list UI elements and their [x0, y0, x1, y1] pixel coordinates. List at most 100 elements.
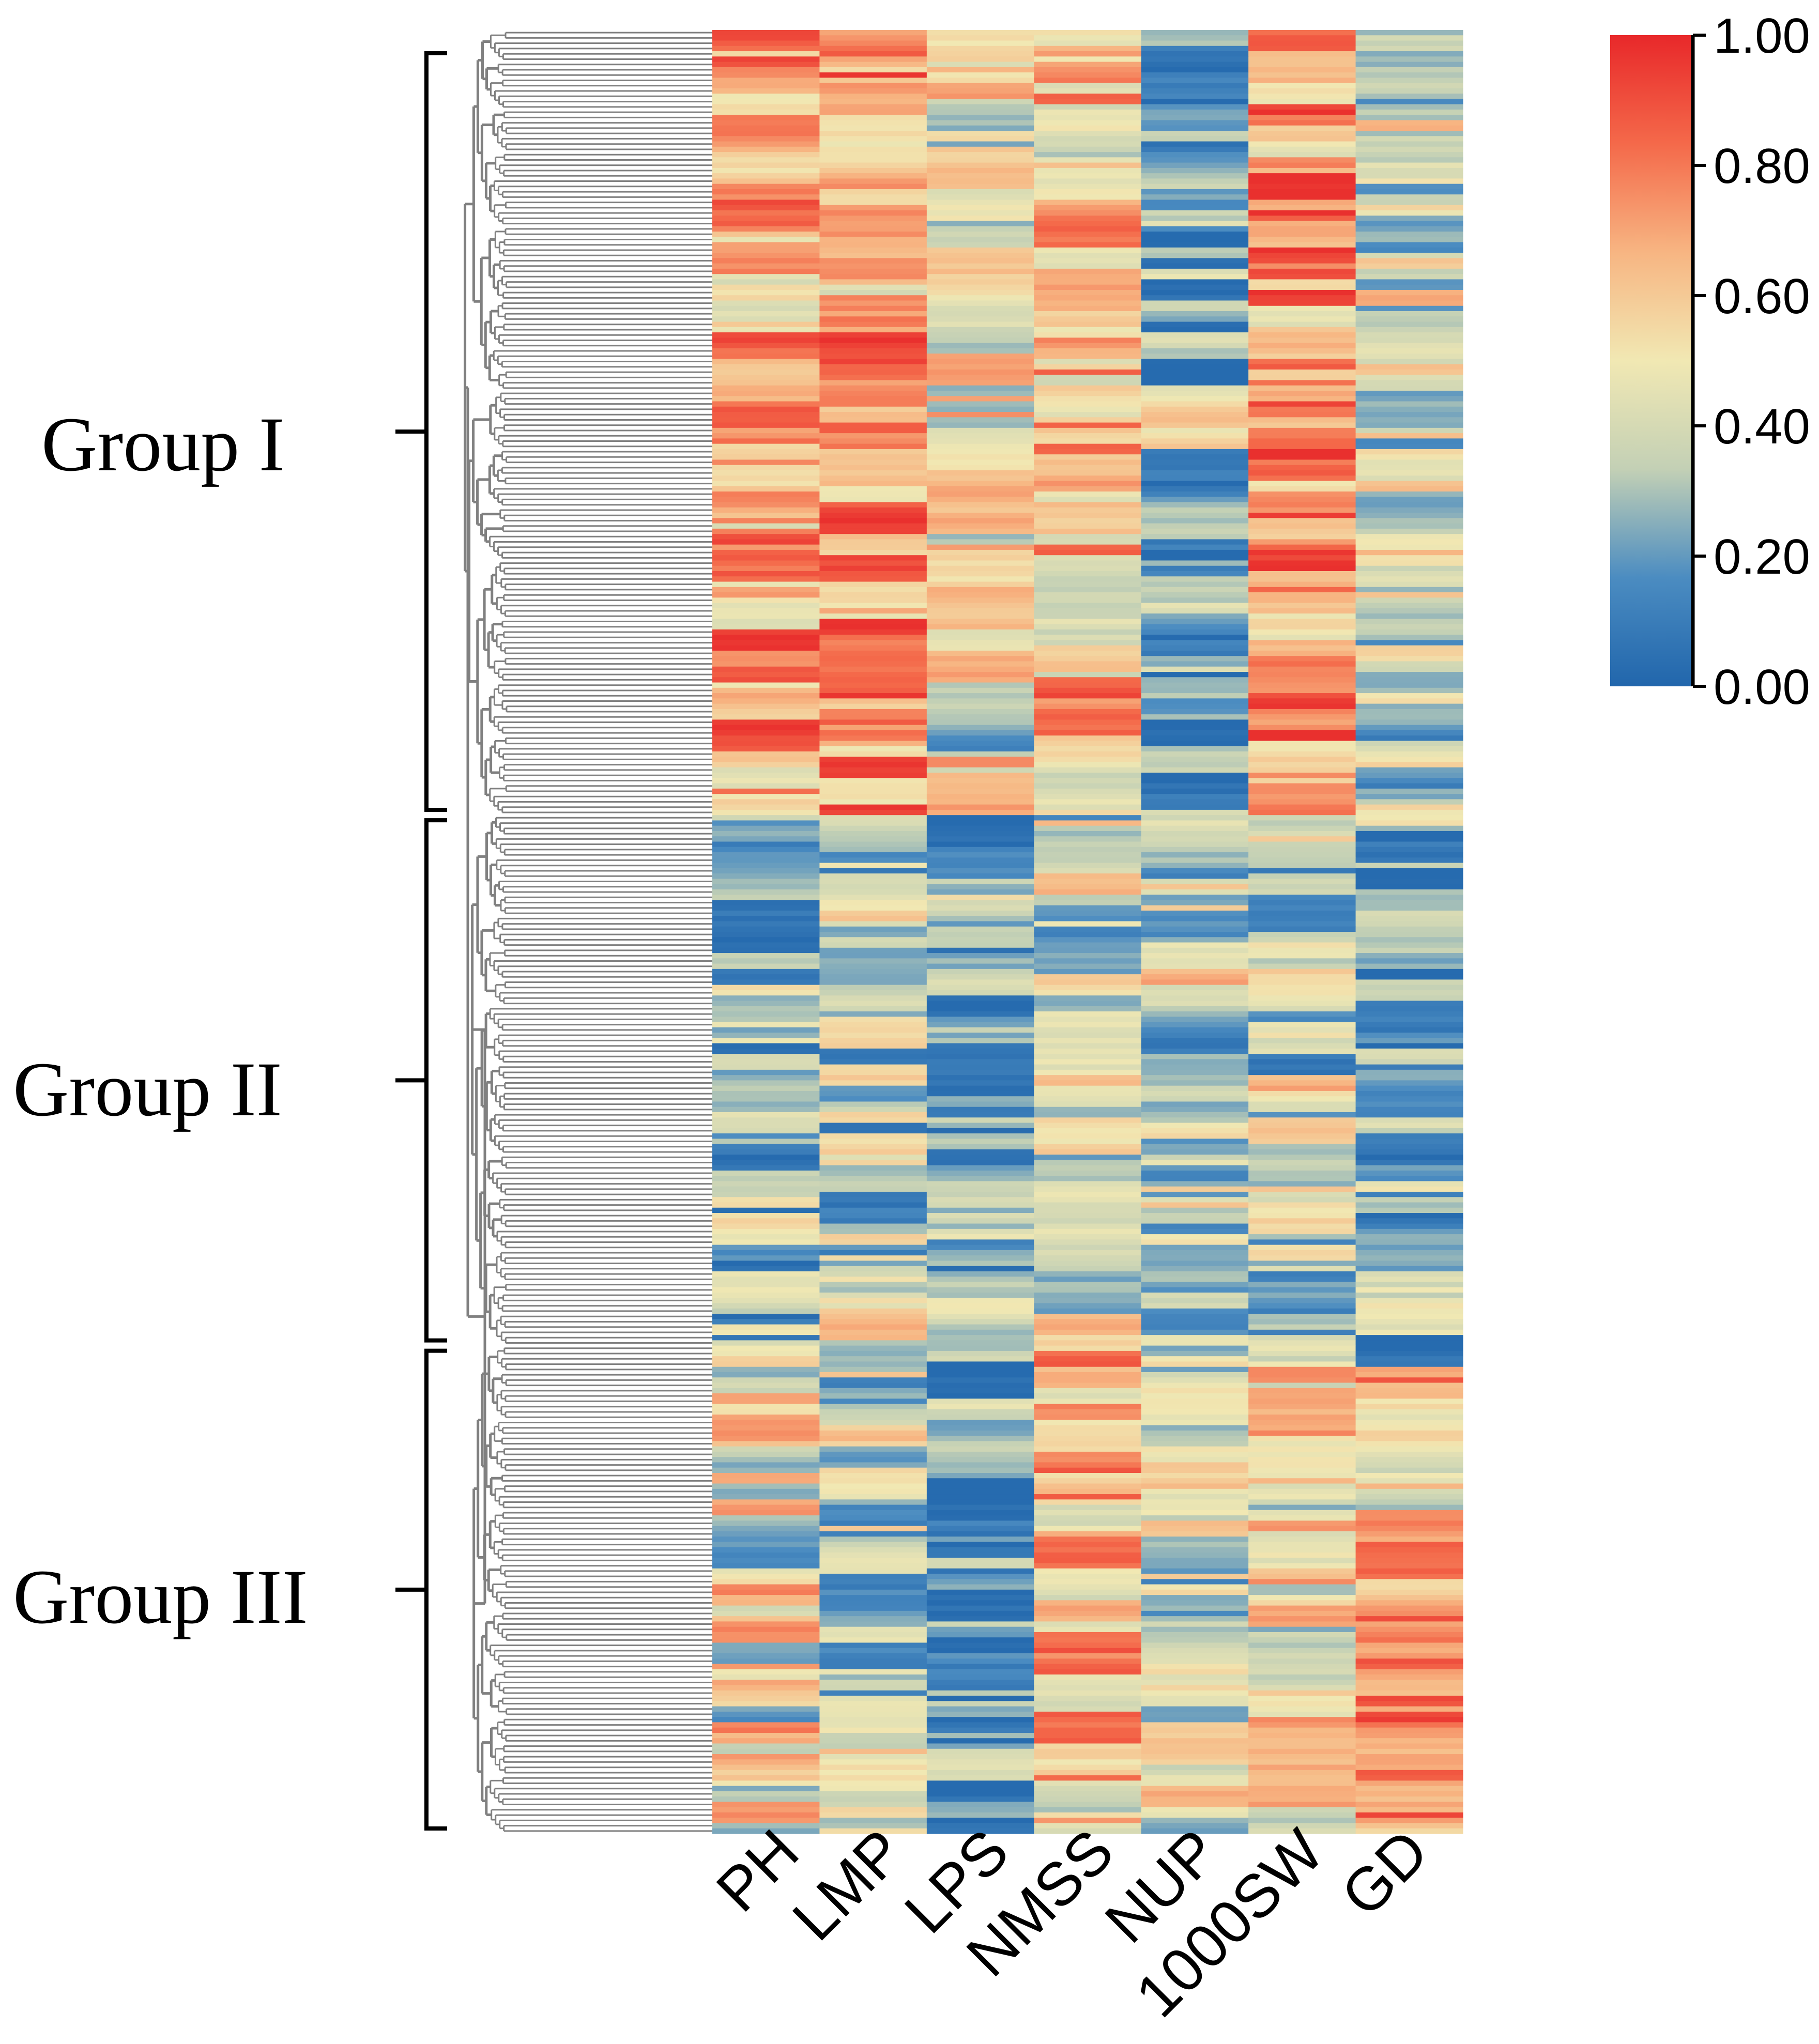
heatmap-cell	[712, 815, 820, 821]
heatmap-cell	[926, 1043, 1034, 1049]
heatmap-cell	[1034, 475, 1142, 482]
heatmap-cell	[1355, 1366, 1463, 1373]
heatmap-cell	[926, 1648, 1034, 1654]
heatmap-cell	[819, 131, 927, 136]
heatmap-cell	[819, 1425, 927, 1431]
heatmap-cell	[926, 1298, 1034, 1304]
heatmap-cell	[819, 937, 927, 943]
heatmap-cell	[926, 1696, 1034, 1701]
heatmap-cell	[1034, 343, 1142, 349]
heatmap-cell	[819, 1350, 927, 1357]
heatmap-cell	[712, 979, 820, 986]
heatmap-cell	[1141, 396, 1249, 402]
heatmap-cell	[1141, 1568, 1249, 1574]
heatmap-cell	[1034, 640, 1142, 646]
heatmap-cell	[712, 666, 820, 672]
heatmap-cell	[712, 1780, 820, 1787]
heatmap-cell	[1248, 910, 1356, 916]
heatmap-cell	[926, 1770, 1034, 1776]
heatmap-cell	[819, 539, 927, 545]
heatmap-cell	[926, 1277, 1034, 1283]
group-bracket	[395, 1348, 447, 1831]
heatmap-cell	[712, 698, 820, 704]
heatmap-cell	[1248, 1361, 1356, 1367]
heatmap-cell	[1141, 1504, 1249, 1511]
heatmap-cell	[712, 1775, 820, 1781]
heatmap-cell	[1034, 1451, 1142, 1457]
heatmap-cell	[1355, 481, 1463, 487]
heatmap-cell	[1141, 1531, 1249, 1537]
heatmap-cell	[1034, 491, 1142, 497]
heatmap-cell	[1141, 1170, 1249, 1176]
heatmap-cell	[712, 682, 820, 688]
heatmap-cell	[1248, 672, 1356, 678]
heatmap-cell	[1355, 268, 1463, 274]
heatmap-cell	[926, 72, 1034, 78]
heatmap-cell	[1355, 1149, 1463, 1155]
heatmap-cell	[712, 1170, 820, 1176]
heatmap-cell	[1248, 279, 1356, 285]
heatmap-cell	[1248, 1770, 1356, 1776]
heatmap-cell	[1034, 125, 1142, 131]
heatmap-cell	[1355, 677, 1463, 683]
heatmap-cell	[819, 242, 927, 248]
heatmap-cell	[1034, 571, 1142, 577]
heatmap-cell	[926, 985, 1034, 991]
heatmap-cell	[1141, 841, 1249, 848]
heatmap-cell	[712, 279, 820, 285]
heatmap-cell	[1141, 422, 1249, 428]
heatmap-cell	[1141, 969, 1249, 975]
heatmap-cell	[926, 427, 1034, 434]
heatmap-cell	[712, 1261, 820, 1267]
heatmap-cell	[819, 1059, 927, 1065]
heatmap-cell	[1355, 1600, 1463, 1606]
heatmap-cell	[819, 1011, 927, 1017]
heatmap-cell	[1248, 666, 1356, 672]
heatmap-cell	[926, 454, 1034, 460]
heatmap-cell	[1248, 226, 1356, 232]
heatmap-cell	[712, 974, 820, 980]
heatmap-cell	[1355, 1748, 1463, 1755]
heatmap-cell	[819, 613, 927, 619]
heatmap-cell	[712, 677, 820, 683]
heatmap-cell	[1141, 1552, 1249, 1558]
heatmap-cell	[1141, 497, 1249, 503]
heatmap-cell	[1141, 216, 1249, 222]
heatmap-cell	[926, 1743, 1034, 1749]
heatmap-cell	[1248, 438, 1356, 444]
heatmap-cell	[712, 857, 820, 864]
heatmap-cell	[819, 274, 927, 280]
heatmap-cell	[1355, 443, 1463, 450]
heatmap-cell	[712, 932, 820, 938]
heatmap-cell	[1034, 709, 1142, 715]
heatmap-cell	[819, 1637, 927, 1643]
heatmap-cell	[1034, 205, 1142, 211]
heatmap-cell	[1034, 985, 1142, 991]
heatmap-cell	[1248, 348, 1356, 354]
heatmap-cell	[712, 1329, 820, 1335]
heatmap-cell	[712, 1558, 820, 1564]
heatmap-cell	[819, 162, 927, 168]
heatmap-cell	[1355, 1409, 1463, 1415]
heatmap-cell	[1034, 1022, 1142, 1028]
heatmap-cell	[712, 693, 820, 699]
heatmap-cell	[712, 295, 820, 301]
heatmap-cell	[1248, 1160, 1356, 1166]
heatmap-cell	[819, 1293, 927, 1298]
heatmap-cell	[819, 1043, 927, 1049]
heatmap-cell	[1141, 1366, 1249, 1373]
heatmap-cell	[712, 523, 820, 529]
heatmap-cell	[926, 539, 1034, 545]
heatmap-cell	[1355, 459, 1463, 466]
heatmap-cell	[1355, 947, 1463, 954]
heatmap-cell	[712, 958, 820, 964]
heatmap-cell	[819, 1499, 927, 1505]
heatmap-cell	[1355, 1350, 1463, 1357]
heatmap-cell	[819, 1616, 927, 1622]
heatmap-cell	[1355, 953, 1463, 959]
heatmap-cell	[712, 1033, 820, 1038]
heatmap-cell	[1141, 481, 1249, 487]
heatmap-cell	[1248, 274, 1356, 280]
heatmap-cell	[1248, 852, 1356, 858]
heatmap-cell	[1355, 1420, 1463, 1426]
